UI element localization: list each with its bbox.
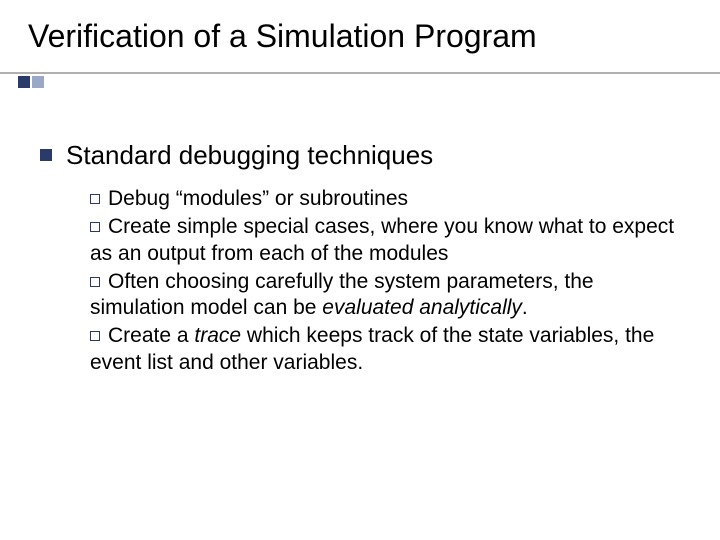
text-emphasis: evaluated analytically xyxy=(322,296,522,319)
slide-title: Verification of a Simulation Program xyxy=(28,18,537,55)
bullet-hollow-icon xyxy=(90,222,100,232)
bullet-level1-row: Standard debugging techniques xyxy=(40,140,680,171)
bullet-level2-item: Often choosing carefully the system para… xyxy=(90,269,680,322)
text-fragment: . xyxy=(522,296,528,319)
text-fragment: Create simple special cases, where you k… xyxy=(90,215,674,264)
text-fragment: or subroutines xyxy=(269,187,408,210)
accent-blocks xyxy=(18,76,44,88)
bullet-level2-list: Debug “modules” or subroutines Create si… xyxy=(90,186,680,378)
bullet-level2-text: Often choosing carefully the system para… xyxy=(90,270,594,319)
bullet-hollow-icon xyxy=(90,331,100,341)
bullet-level1: Standard debugging techniques xyxy=(40,140,680,171)
bullet-level2-text: Debug “modules” or subroutines xyxy=(90,187,408,210)
text-emphasis: trace xyxy=(194,324,241,347)
bullet-hollow-icon xyxy=(90,194,100,204)
bullet-solid-icon xyxy=(40,149,52,161)
bullet-hollow-icon xyxy=(90,277,100,287)
text-fragment: “modules” xyxy=(176,187,269,210)
accent-block-light xyxy=(32,76,44,88)
slide: Verification of a Simulation Program Sta… xyxy=(0,0,720,540)
bullet-level2-text: Create simple special cases, where you k… xyxy=(90,215,674,264)
bullet-level2-item: Create a trace which keeps track of the … xyxy=(90,323,680,376)
bullet-level2-item: Create simple special cases, where you k… xyxy=(90,214,680,267)
bullet-level2-text: Create a trace which keeps track of the … xyxy=(90,324,654,373)
bullet-level1-text: Standard debugging techniques xyxy=(66,140,433,171)
text-fragment: Create a xyxy=(108,324,194,347)
text-fragment: Debug xyxy=(108,187,176,210)
accent-block-dark xyxy=(18,76,30,88)
bullet-level2-item: Debug “modules” or subroutines xyxy=(90,186,680,212)
title-underline xyxy=(0,72,720,74)
